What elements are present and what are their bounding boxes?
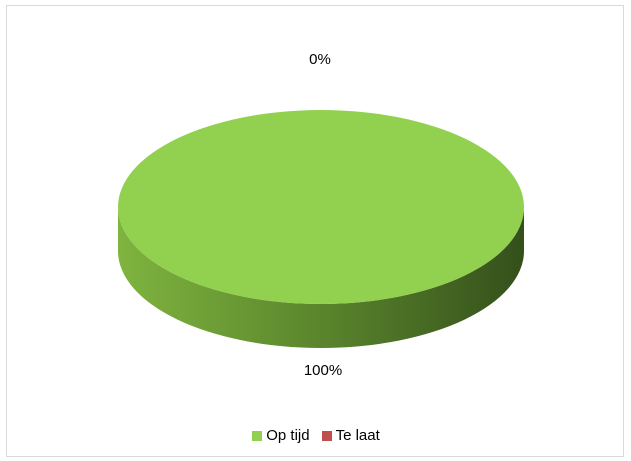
legend-label-te-laat: Te laat xyxy=(335,427,380,444)
pie-slice-op-tijd xyxy=(118,110,524,304)
chart-area: 0% 100% Op tijd Te laat xyxy=(6,5,624,457)
legend-label-op-tijd: Op tijd xyxy=(266,427,310,444)
data-label-te-laat: 0% xyxy=(309,51,331,68)
legend-swatch-te-laat xyxy=(321,430,332,441)
legend-entry-te-laat: Te laat xyxy=(321,427,380,444)
legend: Op tijd Te laat xyxy=(7,427,625,444)
data-label-op-tijd: 100% xyxy=(303,362,343,379)
legend-swatch-op-tijd xyxy=(252,430,263,441)
legend-entry-op-tijd: Op tijd xyxy=(252,427,310,444)
pie-chart xyxy=(118,110,524,348)
pie-side xyxy=(118,207,524,348)
